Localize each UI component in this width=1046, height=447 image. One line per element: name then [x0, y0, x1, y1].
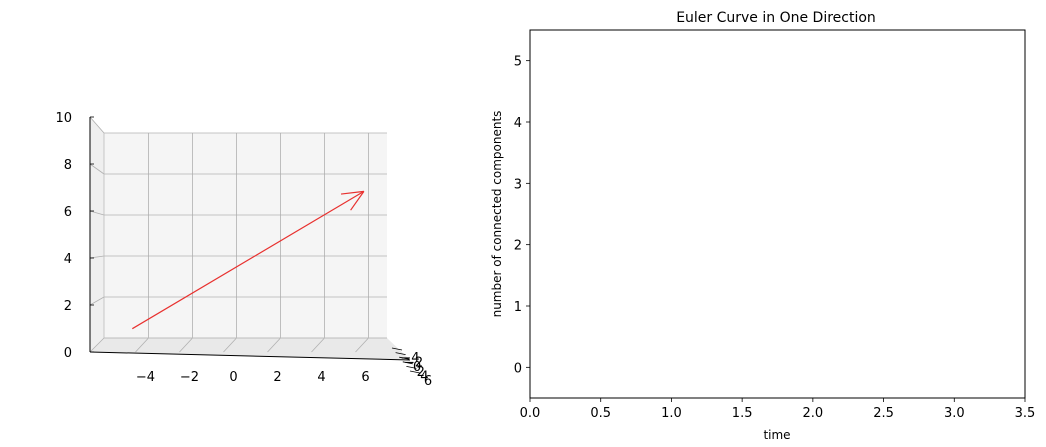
- z-tick-label: 6: [64, 205, 72, 220]
- grid-line-z-side: [89, 210, 105, 216]
- y-tick-mark: [409, 370, 421, 374]
- quiver-arrow: [131, 190, 365, 330]
- y-tick-mark: [402, 361, 413, 365]
- y-tick-label: 2: [514, 239, 522, 254]
- z-tick-label: 4: [64, 252, 72, 267]
- y-tick-mark: [391, 347, 403, 351]
- y-tick-label: 4: [514, 116, 522, 131]
- chart-title: Euler Curve in One Direction: [676, 10, 876, 26]
- y-tick-mark: [399, 356, 410, 360]
- x-tick-label: 3.5: [1015, 406, 1036, 421]
- y-tick-mark: [406, 366, 417, 369]
- y-tick-label: 5: [514, 55, 522, 70]
- y-tick-label: 0: [413, 360, 421, 375]
- grid-line-x-floor: [311, 337, 325, 353]
- x-tick-label: 2: [273, 370, 281, 385]
- grid-line-z-side: [89, 296, 105, 306]
- x-axis-label: time: [763, 428, 790, 442]
- y-tick-label: 3: [514, 177, 522, 192]
- x-axis-ticks: 0.0 0.5 1.0 1.5 2.0 2.5 3.0 3.5: [520, 398, 1036, 421]
- x-tick-label: 4: [317, 370, 325, 385]
- arrow-shaft: [131, 190, 365, 330]
- y-tick-mark: [395, 352, 406, 355]
- y-tick-label: 2: [417, 365, 425, 380]
- grid-line-x-floor: [355, 337, 369, 353]
- axes-2d: Euler Curve in One Direction 0.0 0.5 1.0 1.…: [490, 10, 1035, 442]
- grid-line-z-side: [89, 116, 105, 134]
- y-tick-label: 6: [424, 374, 432, 389]
- grid-line-x-floor: [135, 337, 149, 353]
- z-tick-label: 0: [64, 346, 72, 361]
- axes-3d-back-pane: [104, 133, 387, 338]
- x-tick-label: −4: [136, 370, 155, 385]
- x-tick-label: 0.0: [520, 406, 541, 421]
- grid-line-z-side: [89, 163, 105, 175]
- x-tick-label: 0: [229, 370, 237, 385]
- grid-line-x-floor: [223, 337, 237, 353]
- y-tick-label: 0: [514, 361, 522, 376]
- x-tick-label: 6: [361, 370, 369, 385]
- x-tick-label: 1.0: [661, 406, 682, 421]
- arrow-head: [340, 190, 364, 195]
- grid-line-x-floor: [267, 337, 281, 353]
- y-axis-label: number of connected components: [490, 111, 504, 318]
- grid-line-z-side: [89, 337, 105, 353]
- axes-3d-left-pane: [90, 117, 104, 352]
- z-tick-label: 8: [64, 158, 72, 173]
- axes-3d-floor-pane: [90, 338, 410, 360]
- x-tick-label: 2.0: [803, 406, 824, 421]
- grid-line-x-floor: [179, 337, 193, 353]
- y-tick-label: 1: [514, 300, 522, 315]
- z-tick-label: 2: [64, 299, 72, 314]
- x-tick-label: 0.5: [590, 406, 611, 421]
- z-tick-label: 10: [55, 111, 72, 126]
- y-axis-ticks: 0 1 2 3 4 5: [514, 55, 530, 376]
- x-tick-label: 2.5: [873, 406, 894, 421]
- x-tick-label: 1.5: [732, 406, 753, 421]
- plot-area: [529, 29, 1026, 399]
- x-tick-label: −2: [180, 370, 199, 385]
- arrow-head: [350, 191, 365, 211]
- x-tick-label: 3.0: [944, 406, 965, 421]
- y-tick-label: 4: [420, 369, 428, 384]
- y-axis-line: [89, 351, 411, 361]
